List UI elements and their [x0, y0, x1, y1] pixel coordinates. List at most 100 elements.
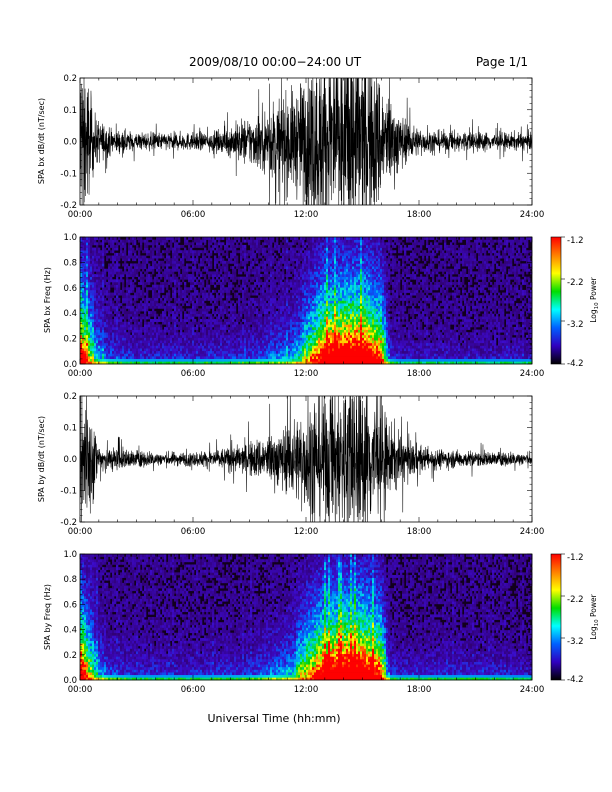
spectrogram-cell — [108, 324, 110, 327]
spectrogram-cell — [112, 308, 114, 311]
spectrogram-cell — [200, 332, 202, 335]
spectrogram-cell — [206, 338, 208, 341]
spectrogram-cell — [108, 282, 110, 285]
spectrogram-cell — [158, 359, 160, 362]
spectrogram-cell — [196, 240, 198, 243]
spectrogram-cell — [146, 335, 148, 338]
spectrogram-cell — [86, 271, 88, 274]
spectrogram-cell — [116, 351, 118, 354]
spectrogram-cell — [184, 237, 186, 240]
spectrogram-cell — [100, 348, 102, 351]
spectrogram-cell — [106, 330, 108, 333]
spectrogram-cell — [192, 330, 194, 333]
spectrogram-cell — [140, 266, 142, 269]
y-tick-label: 0.2 — [63, 74, 77, 84]
spectrogram-cell — [138, 237, 140, 240]
spectrogram-cell — [124, 353, 126, 356]
spectrogram-cell — [126, 266, 128, 269]
spectrogram-cell — [198, 269, 200, 272]
spectrogram-cell — [180, 356, 182, 359]
spectrogram-cell — [112, 261, 114, 264]
spectrogram-cell — [90, 269, 92, 272]
spectrogram-cell — [164, 356, 166, 359]
spectrogram-cell — [144, 345, 146, 348]
spectrogram-cell — [118, 330, 120, 333]
spectrogram-cell — [186, 298, 188, 301]
spectrogram-cell — [142, 303, 144, 306]
spectrogram-cell — [168, 301, 170, 304]
spectrogram-cell — [84, 359, 86, 362]
spectrogram-cell — [170, 298, 172, 301]
spectrogram-cell — [148, 345, 150, 348]
spectrogram-cell — [192, 322, 194, 325]
spectrogram-cell — [92, 353, 94, 356]
spectrogram-cell — [142, 269, 144, 272]
spectrogram-cell — [174, 279, 176, 282]
spectrogram-cell — [192, 314, 194, 317]
spectrogram-cell — [124, 343, 126, 346]
spectrogram-cell — [164, 242, 166, 245]
spectrogram-cell — [200, 353, 202, 356]
spectrogram-cell — [174, 287, 176, 290]
spectrogram-cell — [200, 293, 202, 296]
spectrogram-cell — [126, 263, 128, 266]
spectrogram-cell — [170, 306, 172, 309]
spectrogram-cell — [164, 322, 166, 325]
spectrogram-cell — [104, 327, 106, 330]
spectrogram-cell — [134, 343, 136, 346]
spectrogram-cell — [126, 237, 128, 240]
spectrogram-cell — [148, 314, 150, 317]
spectrogram-cell — [198, 263, 200, 266]
spectrogram-cell — [130, 345, 132, 348]
spectrogram-cell — [184, 322, 186, 325]
spectrogram-cell — [98, 353, 100, 356]
spectrogram-cell — [132, 324, 134, 327]
spectrogram-cell — [158, 295, 160, 298]
spectrogram-cell — [206, 314, 208, 317]
spectrogram-cell — [136, 345, 138, 348]
spectrogram-cell — [210, 253, 212, 256]
spectrogram-cell — [202, 330, 204, 333]
spectrogram-cell — [144, 285, 146, 288]
spectrogram-cell — [92, 359, 94, 362]
y-tick-label: -0.2 — [60, 201, 77, 211]
spectrogram-cell — [102, 258, 104, 261]
spectrogram-cell — [210, 322, 212, 325]
spectrogram-cell — [132, 319, 134, 322]
spectrogram-cell — [172, 261, 174, 264]
spectrogram-cell — [142, 298, 144, 301]
spectrogram-cell — [108, 303, 110, 306]
spectrogram-cell — [178, 353, 180, 356]
spectrogram-cell — [158, 240, 160, 243]
spectrogram-cell — [188, 248, 190, 251]
spectrogram-cell — [202, 245, 204, 248]
spectrogram-cell — [212, 248, 214, 251]
spectrogram-cell — [156, 279, 158, 282]
spectrogram-cell — [122, 253, 124, 256]
spectrogram-cell — [194, 240, 196, 243]
spectrogram-cell — [100, 258, 102, 261]
spectrogram-cell — [148, 343, 150, 346]
spectrogram-cell — [82, 314, 84, 317]
spectrogram-cell — [108, 340, 110, 343]
spectrogram-cell — [184, 269, 186, 272]
spectrogram-cell — [90, 306, 92, 309]
spectrogram-cell — [136, 351, 138, 354]
spectrogram-cell — [150, 269, 152, 272]
spectrogram-cell — [92, 338, 94, 341]
spectrogram-cell — [124, 338, 126, 341]
spectrogram-cell — [114, 335, 116, 338]
spectrogram-cell — [132, 348, 134, 351]
spectrogram-cell — [178, 343, 180, 346]
spectrogram-cell — [182, 279, 184, 282]
spectrogram-cell — [170, 345, 172, 348]
spectrogram-cell — [98, 332, 100, 335]
spectrogram-cell — [198, 245, 200, 248]
spectrogram-cell — [182, 303, 184, 306]
spectrogram-cell — [158, 266, 160, 269]
spectrogram-cell — [196, 250, 198, 253]
spectrogram-cell — [130, 256, 132, 259]
spectrogram-cell — [176, 248, 178, 251]
spectrogram-cell — [118, 338, 120, 341]
spectrogram-cell — [88, 240, 90, 243]
